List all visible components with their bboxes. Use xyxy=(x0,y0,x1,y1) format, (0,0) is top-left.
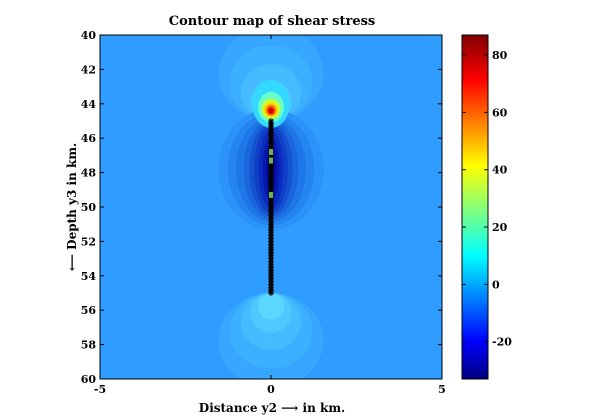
y-axis-label: ⟵ Depth y3 in km. xyxy=(65,143,79,271)
y-tick-label: 52 xyxy=(81,235,96,248)
y-tick-label: 40 xyxy=(81,29,97,42)
chart-title: Contour map of shear stress xyxy=(169,14,375,29)
y-tick-label: 50 xyxy=(81,201,97,214)
y-tick-label: 56 xyxy=(81,304,97,317)
colorbar-tick-label: 40 xyxy=(492,164,508,177)
y-tick-label: 44 xyxy=(81,98,97,111)
colorbar-tick-label: 80 xyxy=(492,49,508,62)
x-axis-label: Distance y2 ⟶ in km. xyxy=(199,401,345,415)
colorbar xyxy=(461,34,489,380)
plot-area xyxy=(100,35,442,379)
y-tick-label: 48 xyxy=(81,167,97,180)
fault-marker xyxy=(268,290,274,296)
y-tick-label: 46 xyxy=(81,132,97,145)
colorbar-tick-label: 60 xyxy=(492,106,508,119)
x-tick-label: -5 xyxy=(94,383,106,396)
x-axis: -5 0 5 xyxy=(94,35,446,396)
peak-band xyxy=(268,107,274,114)
y-tick-label: 58 xyxy=(81,339,97,352)
contour-bands xyxy=(218,35,324,379)
y-tick-label: 60 xyxy=(81,373,97,386)
fault-highlight xyxy=(269,148,273,155)
fault-highlight xyxy=(269,157,273,164)
fault-trace xyxy=(268,118,274,296)
colorbar-tick-label: -20 xyxy=(492,336,512,349)
x-tick-label: 5 xyxy=(438,383,446,396)
lower-lobe-band xyxy=(257,293,285,320)
y-tick-label: 54 xyxy=(81,270,97,283)
colorbar-tick-label: 20 xyxy=(492,221,508,234)
y-tick-label: 42 xyxy=(81,63,96,76)
y-axis: 40 42 44 46 48 50 52 54 56 58 60 xyxy=(81,29,442,386)
x-tick-label: 0 xyxy=(267,383,275,396)
colorbar-tick-label: 0 xyxy=(492,278,500,291)
fault-highlight xyxy=(269,191,273,198)
colorbar-axis: -20 0 20 40 60 80 xyxy=(462,49,512,349)
